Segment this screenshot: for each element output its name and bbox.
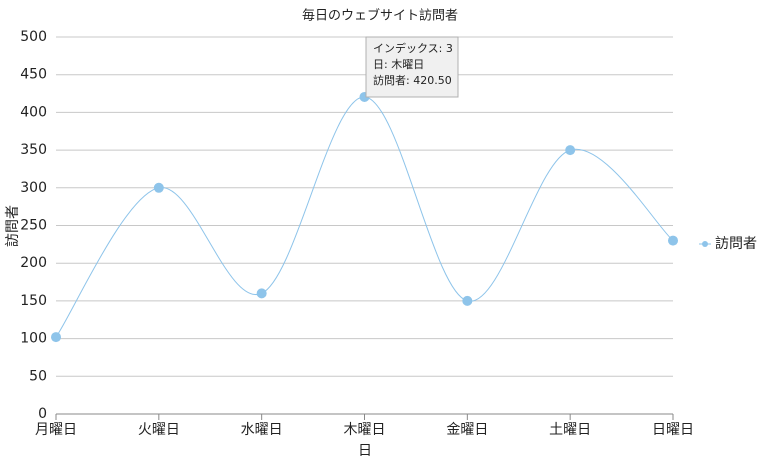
- chart-title: 毎日のウェブサイト訪問者: [302, 8, 458, 24]
- point: [565, 145, 576, 156]
- x-tick-label: 月曜日: [35, 422, 77, 438]
- x-tick-label: 木曜日: [344, 422, 386, 438]
- legend-label: 訪問者: [715, 236, 757, 252]
- point: [256, 288, 267, 299]
- y-tick-label: 50: [29, 368, 47, 384]
- y-tick-label: 300: [20, 180, 47, 196]
- x-axis-label: 日: [358, 443, 372, 459]
- point: [51, 332, 61, 343]
- y-tick-label: 100: [20, 331, 47, 347]
- y-tick-label: 250: [20, 218, 47, 234]
- tooltip-text: 訪問者: 420.50: [373, 73, 452, 87]
- legend-marker: [702, 241, 708, 247]
- y-tick-label: 150: [20, 293, 47, 309]
- x-tick-label: 土曜日: [549, 422, 591, 438]
- tooltip-box: [365, 36, 459, 98]
- tooltip-text: インデックス: 3: [373, 41, 453, 55]
- y-tick-label: 400: [20, 104, 47, 120]
- x-tick-label: 火曜日: [138, 422, 180, 438]
- y-tick-label: 500: [20, 29, 47, 45]
- y-tick-label: 200: [20, 255, 47, 271]
- y-tick-label: 0: [38, 406, 47, 422]
- y-tick-label: 450: [20, 67, 47, 83]
- tooltip-text: 日: 木曜日: [373, 58, 424, 71]
- y-axis-label: 訪問者: [5, 205, 21, 247]
- point: [462, 295, 473, 306]
- x-tick-label: 水曜日: [241, 422, 283, 438]
- x-tick-label: 金曜日: [446, 422, 488, 438]
- point: [153, 182, 164, 193]
- x-tick-label: 日曜日: [652, 422, 694, 438]
- y-tick-label: 350: [20, 142, 47, 158]
- point: [668, 235, 678, 246]
